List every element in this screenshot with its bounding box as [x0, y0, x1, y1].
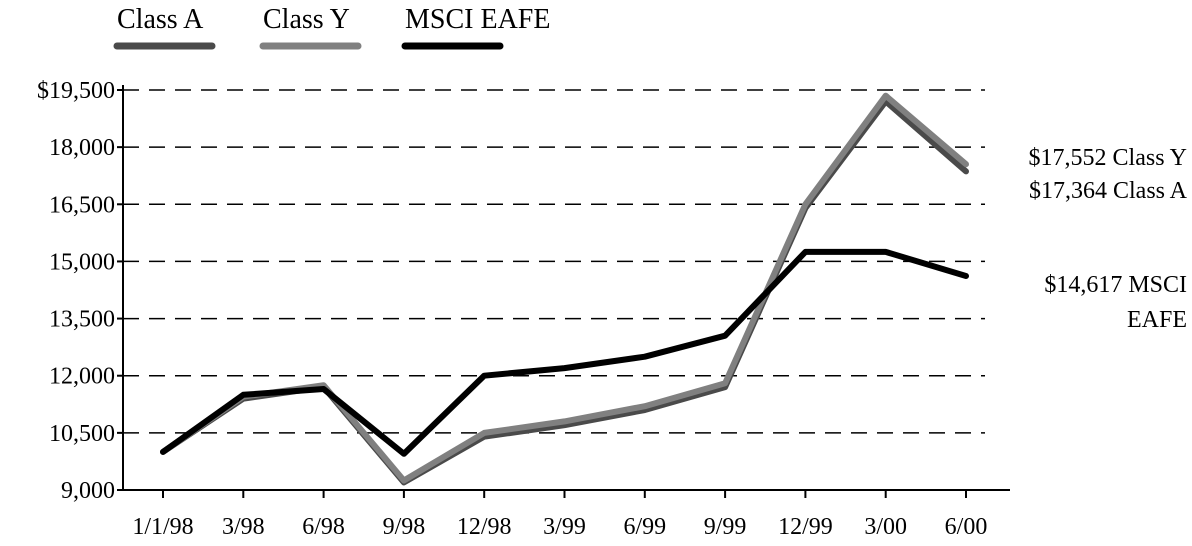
annotation-text: $17,552 Class Y	[1029, 145, 1187, 171]
y-tick-label: $19,500	[37, 78, 115, 104]
x-tick-label: 9/98	[383, 514, 426, 540]
x-tick-label: 9/99	[704, 514, 747, 540]
x-tick-labels: 1/1/98 3/98 6/98 9/98 12/98 3/99 6/99 9/99 12/99…	[132, 490, 987, 540]
y-tick-label: 9,000	[61, 478, 115, 504]
legend-label-class-y: Class Y	[263, 4, 350, 35]
y-tick-labels: $19,500 18,000 16,500 15,000 13,500 12,000 10,…	[37, 78, 123, 504]
series-line-msci-eafe	[160, 248, 969, 457]
x-tick-label: 6/99	[623, 514, 666, 540]
y-tick-label: 12,000	[49, 364, 115, 390]
y-tick-label: 15,000	[49, 249, 115, 275]
y-tick-label: 16,500	[49, 192, 115, 218]
x-tick-label: 3/99	[543, 514, 586, 540]
series-line-class-a	[160, 98, 969, 486]
series-line-class-y	[160, 92, 969, 484]
end-value-annotations: $17,552 Class Y $17,364 Class A $14,617 MS…	[1029, 145, 1188, 333]
y-tick-label: 13,500	[49, 307, 115, 333]
x-tick-label: 3/00	[864, 514, 907, 540]
x-tick-label: 3/98	[222, 514, 265, 540]
x-tick-label: 1/1/98	[132, 514, 193, 540]
series-lines	[160, 92, 969, 486]
x-tick-label: 6/00	[945, 514, 988, 540]
annotation-text: $14,617 MSCI	[1044, 272, 1187, 298]
legend-label-class-a: Class A	[117, 4, 204, 35]
y-tick-label: 10,500	[49, 421, 115, 447]
annotation-text: EAFE	[1127, 307, 1187, 333]
grid-lines	[123, 89, 985, 434]
y-tick-label: 18,000	[49, 135, 115, 161]
x-tick-label: 6/98	[302, 514, 345, 540]
annotation-text: $17,364 Class A	[1029, 178, 1188, 204]
x-tick-label: 12/98	[457, 514, 512, 540]
legend-label-msci-eafe: MSCI EAFE	[405, 4, 550, 35]
axes	[122, 85, 1010, 491]
legend: Class A Class Y MSCI EAFE	[113, 4, 550, 50]
x-tick-label: 12/99	[778, 514, 833, 540]
